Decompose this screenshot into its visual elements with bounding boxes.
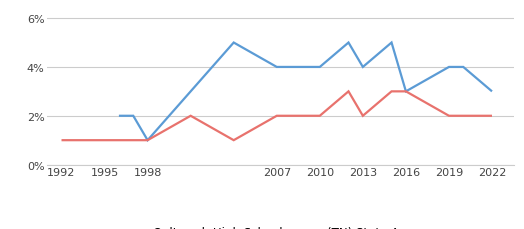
- (TN) State Average: [274, 115, 280, 118]
- (TN) State Average: [359, 115, 366, 118]
- Ooltewah High School: [489, 91, 495, 93]
- Ooltewah High School: [460, 66, 466, 69]
- (TN) State Average: [460, 115, 466, 118]
- (TN) State Average: [489, 115, 495, 118]
- Ooltewah High School: [145, 139, 151, 142]
- (TN) State Average: [446, 115, 452, 118]
- (TN) State Average: [102, 139, 108, 142]
- Ooltewah High School: [316, 66, 323, 69]
- (TN) State Average: [145, 139, 151, 142]
- Ooltewah High School: [274, 66, 280, 69]
- (TN) State Average: [403, 91, 409, 93]
- (TN) State Average: [388, 91, 395, 93]
- (TN) State Average: [188, 115, 194, 118]
- Ooltewah High School: [345, 42, 352, 45]
- Line: (TN) State Average: (TN) State Average: [61, 92, 492, 141]
- Ooltewah High School: [231, 42, 237, 45]
- (TN) State Average: [130, 139, 136, 142]
- Ooltewah High School: [130, 115, 136, 118]
- Ooltewah High School: [446, 66, 452, 69]
- Ooltewah High School: [388, 42, 395, 45]
- Ooltewah High School: [403, 91, 409, 93]
- Ooltewah High School: [359, 66, 366, 69]
- (TN) State Average: [316, 115, 323, 118]
- (TN) State Average: [231, 139, 237, 142]
- Ooltewah High School: [116, 115, 122, 118]
- Legend: Ooltewah High School, (TN) State Average: Ooltewah High School, (TN) State Average: [117, 221, 444, 229]
- (TN) State Average: [58, 139, 64, 142]
- Line: Ooltewah High School: Ooltewah High School: [119, 43, 492, 141]
- (TN) State Average: [345, 91, 352, 93]
